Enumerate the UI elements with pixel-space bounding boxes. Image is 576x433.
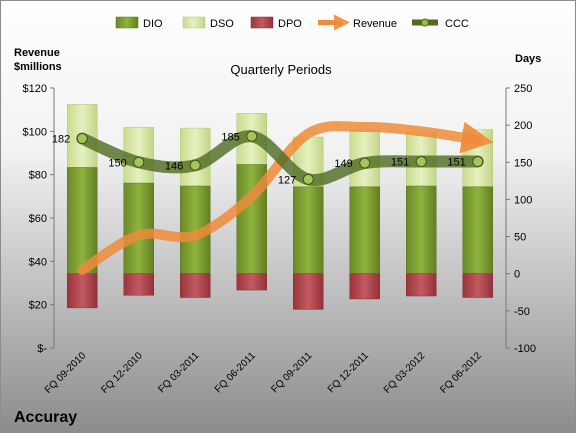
- ccc-point: [76, 133, 88, 145]
- left-tick-label: $120: [23, 83, 47, 95]
- revenue-series: [77, 121, 494, 275]
- left-axis-ticks: $- $20 $40 $60 $80 $100 $120: [23, 83, 54, 355]
- right-tick-label: 50: [514, 232, 526, 244]
- ccc-data-label: 146: [165, 160, 183, 172]
- left-tick-label: $40: [29, 256, 47, 268]
- ccc-data-label: 150: [108, 157, 126, 169]
- bar-dpo: [349, 273, 380, 300]
- right-axis-ticks: -100 -50 0 50 100 150 200 250: [506, 83, 536, 355]
- bar-dpo: [236, 273, 267, 291]
- legend-revenue-label: Revenue: [353, 18, 397, 30]
- ccc-data-label: 151: [391, 157, 409, 169]
- ccc-series: 182 150 146 185 127 149 151 151: [52, 130, 484, 187]
- bar-dpo: [406, 273, 437, 297]
- chart-title: Quarterly Periods: [230, 62, 332, 77]
- bar-dio: [462, 186, 493, 274]
- right-tick-label: 100: [514, 194, 532, 206]
- ccc-data-label: 127: [278, 174, 296, 186]
- revenue-line: [77, 121, 494, 275]
- bar-dio: [406, 185, 437, 274]
- left-axis-title-line2: $millions: [14, 61, 62, 73]
- legend-dpo: DPO: [250, 16, 302, 30]
- ccc-point: [302, 173, 314, 185]
- bar-dio: [349, 186, 380, 274]
- left-tick-label: $100: [23, 126, 47, 138]
- legend-dpo-label: DPO: [278, 18, 302, 30]
- left-axis-title-line1: Revenue: [14, 47, 60, 59]
- right-tick-label: 150: [514, 157, 532, 169]
- bar-dpo: [67, 273, 98, 309]
- ccc-point: [246, 130, 258, 142]
- legend-dio: DIO: [115, 16, 163, 30]
- bar-dpo: [123, 273, 154, 296]
- ccc-data-label: 149: [334, 158, 352, 170]
- legend-ccc-label: CCC: [445, 18, 469, 30]
- left-tick-label: $80: [29, 170, 47, 182]
- ccc-data-label: 185: [221, 131, 239, 143]
- left-tick-label: $-: [37, 343, 47, 355]
- left-tick-label: $20: [29, 300, 47, 312]
- right-tick-label: -100: [514, 343, 536, 355]
- right-tick-label: 250: [514, 83, 532, 95]
- ccc-point: [359, 157, 371, 169]
- right-tick-label: 200: [514, 120, 532, 132]
- legend-dso: DSO: [182, 16, 234, 30]
- right-axis-title: Days: [515, 53, 541, 65]
- legend-dso-swatch: [182, 16, 206, 29]
- ccc-point: [133, 156, 145, 168]
- right-tick-label: -50: [514, 306, 530, 318]
- legend-revenue: Revenue: [318, 14, 397, 31]
- legend-ccc-marker: [421, 18, 429, 27]
- legend-dso-label: DSO: [210, 18, 234, 30]
- ccc-point: [189, 159, 201, 171]
- ccc-line: [76, 130, 484, 187]
- legend: DIO DSO DPO Revenue CCC: [115, 14, 469, 31]
- bar-dio: [67, 167, 98, 274]
- legend-ccc: CCC: [412, 18, 469, 30]
- company-name: Accuray: [14, 409, 77, 426]
- bar-dio: [293, 186, 324, 274]
- ccc-point: [472, 156, 484, 168]
- bar-dpo: [180, 273, 211, 298]
- bar-dpo: [293, 273, 324, 310]
- legend-dpo-swatch: [250, 16, 274, 29]
- bar-dpo: [462, 273, 493, 298]
- ccc-point: [415, 156, 427, 168]
- bar-dio: [123, 182, 154, 274]
- legend-dio-label: DIO: [143, 18, 163, 30]
- ccc-data-label: 182: [52, 134, 70, 146]
- left-tick-label: $60: [29, 213, 47, 225]
- right-tick-label: 0: [514, 269, 520, 281]
- ccc-data-label: 151: [447, 157, 465, 169]
- legend-dio-swatch: [115, 16, 139, 29]
